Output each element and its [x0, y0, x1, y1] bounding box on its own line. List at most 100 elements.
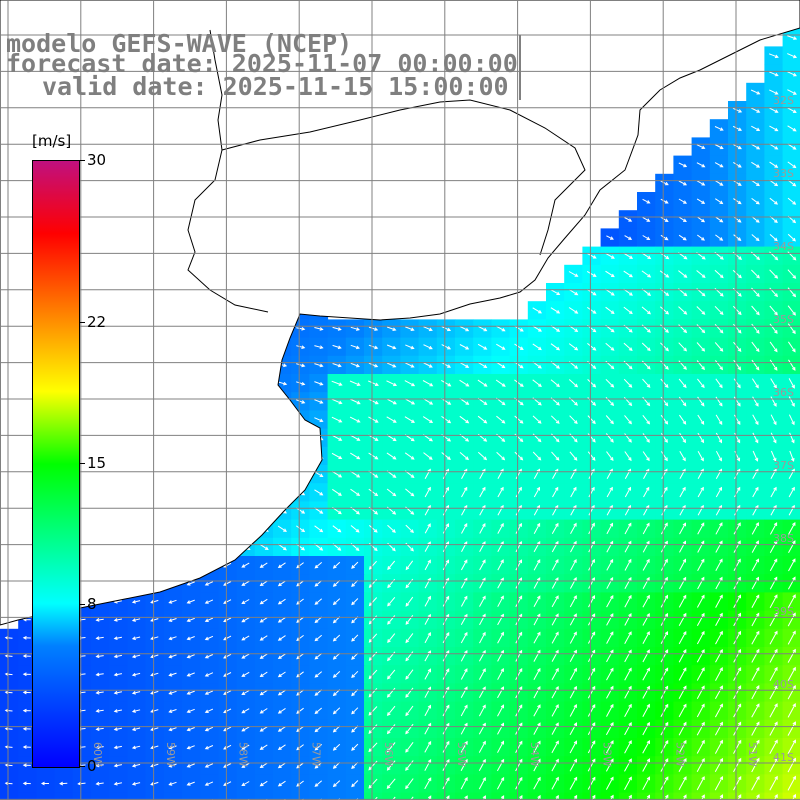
wind-arrow [605, 378, 615, 388]
wind-arrow [495, 379, 506, 387]
wind-arrow [405, 596, 414, 607]
wind-arrow [715, 630, 723, 645]
wind-arrow [442, 486, 449, 498]
wind-arrow [606, 576, 614, 589]
wind-arrow [95, 745, 104, 750]
wind-arrow [642, 451, 650, 462]
wind-arrow [642, 414, 651, 425]
wind-arrow [497, 522, 504, 534]
wind-arrow [186, 617, 195, 622]
wind-arrow [460, 613, 468, 625]
wind-arrow [168, 709, 177, 713]
wind-arrow [386, 362, 397, 368]
wind-arrow [186, 763, 195, 768]
wind-arrow [150, 781, 159, 786]
wind-arrow [515, 595, 523, 608]
wind-arrow [387, 633, 396, 644]
wind-arrow [678, 667, 687, 681]
wind-arrow [514, 451, 524, 461]
wind-arrow [350, 488, 361, 497]
wind-arrow [533, 486, 540, 498]
wind-arrow [551, 613, 559, 626]
wind-arrow [678, 776, 687, 791]
wind-arrow [459, 344, 470, 350]
wind-vector-arrows [4, 35, 798, 800]
wind-arrow [588, 522, 595, 535]
wind-arrow [605, 758, 614, 772]
wind-arrow [678, 721, 687, 736]
wind-arrow [787, 594, 796, 609]
wind-arrow [788, 558, 796, 572]
wind-arrow [405, 344, 415, 350]
wind-arrow [733, 739, 742, 754]
colorbar-tick-label: 8 [87, 595, 97, 614]
wind-arrow [404, 452, 415, 460]
wind-arrow [314, 780, 323, 787]
wind-arrow [515, 540, 522, 553]
wind-cell [400, 792, 420, 800]
wind-arrow [751, 341, 760, 353]
wind-arrow [479, 522, 486, 534]
wind-cell [72, 792, 92, 800]
wind-arrow [186, 727, 195, 732]
wind-arrow [296, 507, 306, 514]
wind-arrow [314, 471, 324, 478]
wind-arrow [532, 379, 542, 388]
wind-arrow [314, 525, 324, 533]
wind-arrow [405, 578, 414, 589]
wind-arrow [664, 794, 669, 800]
wind-cell [91, 792, 110, 800]
wind-arrow [241, 617, 250, 623]
wind-arrow [477, 379, 488, 387]
wind-arrow [532, 343, 542, 351]
wind-arrow [168, 599, 177, 604]
wind-arrow [497, 595, 504, 607]
wind-cell [546, 792, 565, 800]
wind-arrow [697, 378, 705, 389]
wind-arrow [241, 562, 250, 568]
wind-arrow [733, 721, 742, 736]
wind-arrow [131, 691, 141, 695]
wind-cell [273, 792, 292, 800]
colorbar-tick-label: 22 [87, 312, 107, 331]
wind-arrow [479, 577, 486, 589]
wind-arrow [586, 270, 597, 277]
wind-arrow [714, 162, 724, 168]
forecast-date: forecast date: 2025-11-07 00:00:00 [6, 49, 518, 78]
wind-arrow [642, 776, 650, 791]
wind-arrow [460, 776, 468, 790]
wind-arrow [497, 667, 504, 680]
wind-arrow [588, 558, 595, 571]
wind-arrow [696, 342, 706, 352]
wind-arrow [624, 776, 632, 790]
wind-arrow [732, 143, 742, 150]
wind-arrow [751, 612, 760, 627]
colorbar-tick-mark [79, 604, 85, 606]
wind-arrow [787, 305, 796, 316]
wind-arrow [442, 650, 450, 662]
wind-arrow [537, 794, 541, 800]
wind-arrow [424, 777, 432, 790]
wind-arrow [697, 540, 705, 553]
wind-arrow [733, 667, 742, 681]
colorbar-unit: [m/s] [32, 132, 72, 150]
wind-arrow [204, 654, 214, 659]
wind-arrow [277, 381, 288, 386]
wind-arrow [769, 107, 779, 113]
wind-arrow [241, 635, 250, 641]
wind-arrow [150, 599, 159, 604]
wind-arrow [424, 668, 431, 680]
wind-arrow [605, 740, 614, 754]
wind-arrow [605, 270, 615, 278]
wind-arrow [441, 326, 452, 332]
wind-arrow [642, 378, 651, 388]
wind-arrow [769, 143, 779, 150]
wind-arrow [715, 522, 723, 535]
wind-arrow [424, 559, 431, 571]
wind-arrow [769, 305, 778, 316]
wind-arrow [605, 721, 614, 736]
wind-arrow [477, 343, 488, 350]
wind-arrow [770, 414, 777, 426]
wind-arrow [424, 523, 431, 534]
wind-arrow [259, 580, 268, 587]
